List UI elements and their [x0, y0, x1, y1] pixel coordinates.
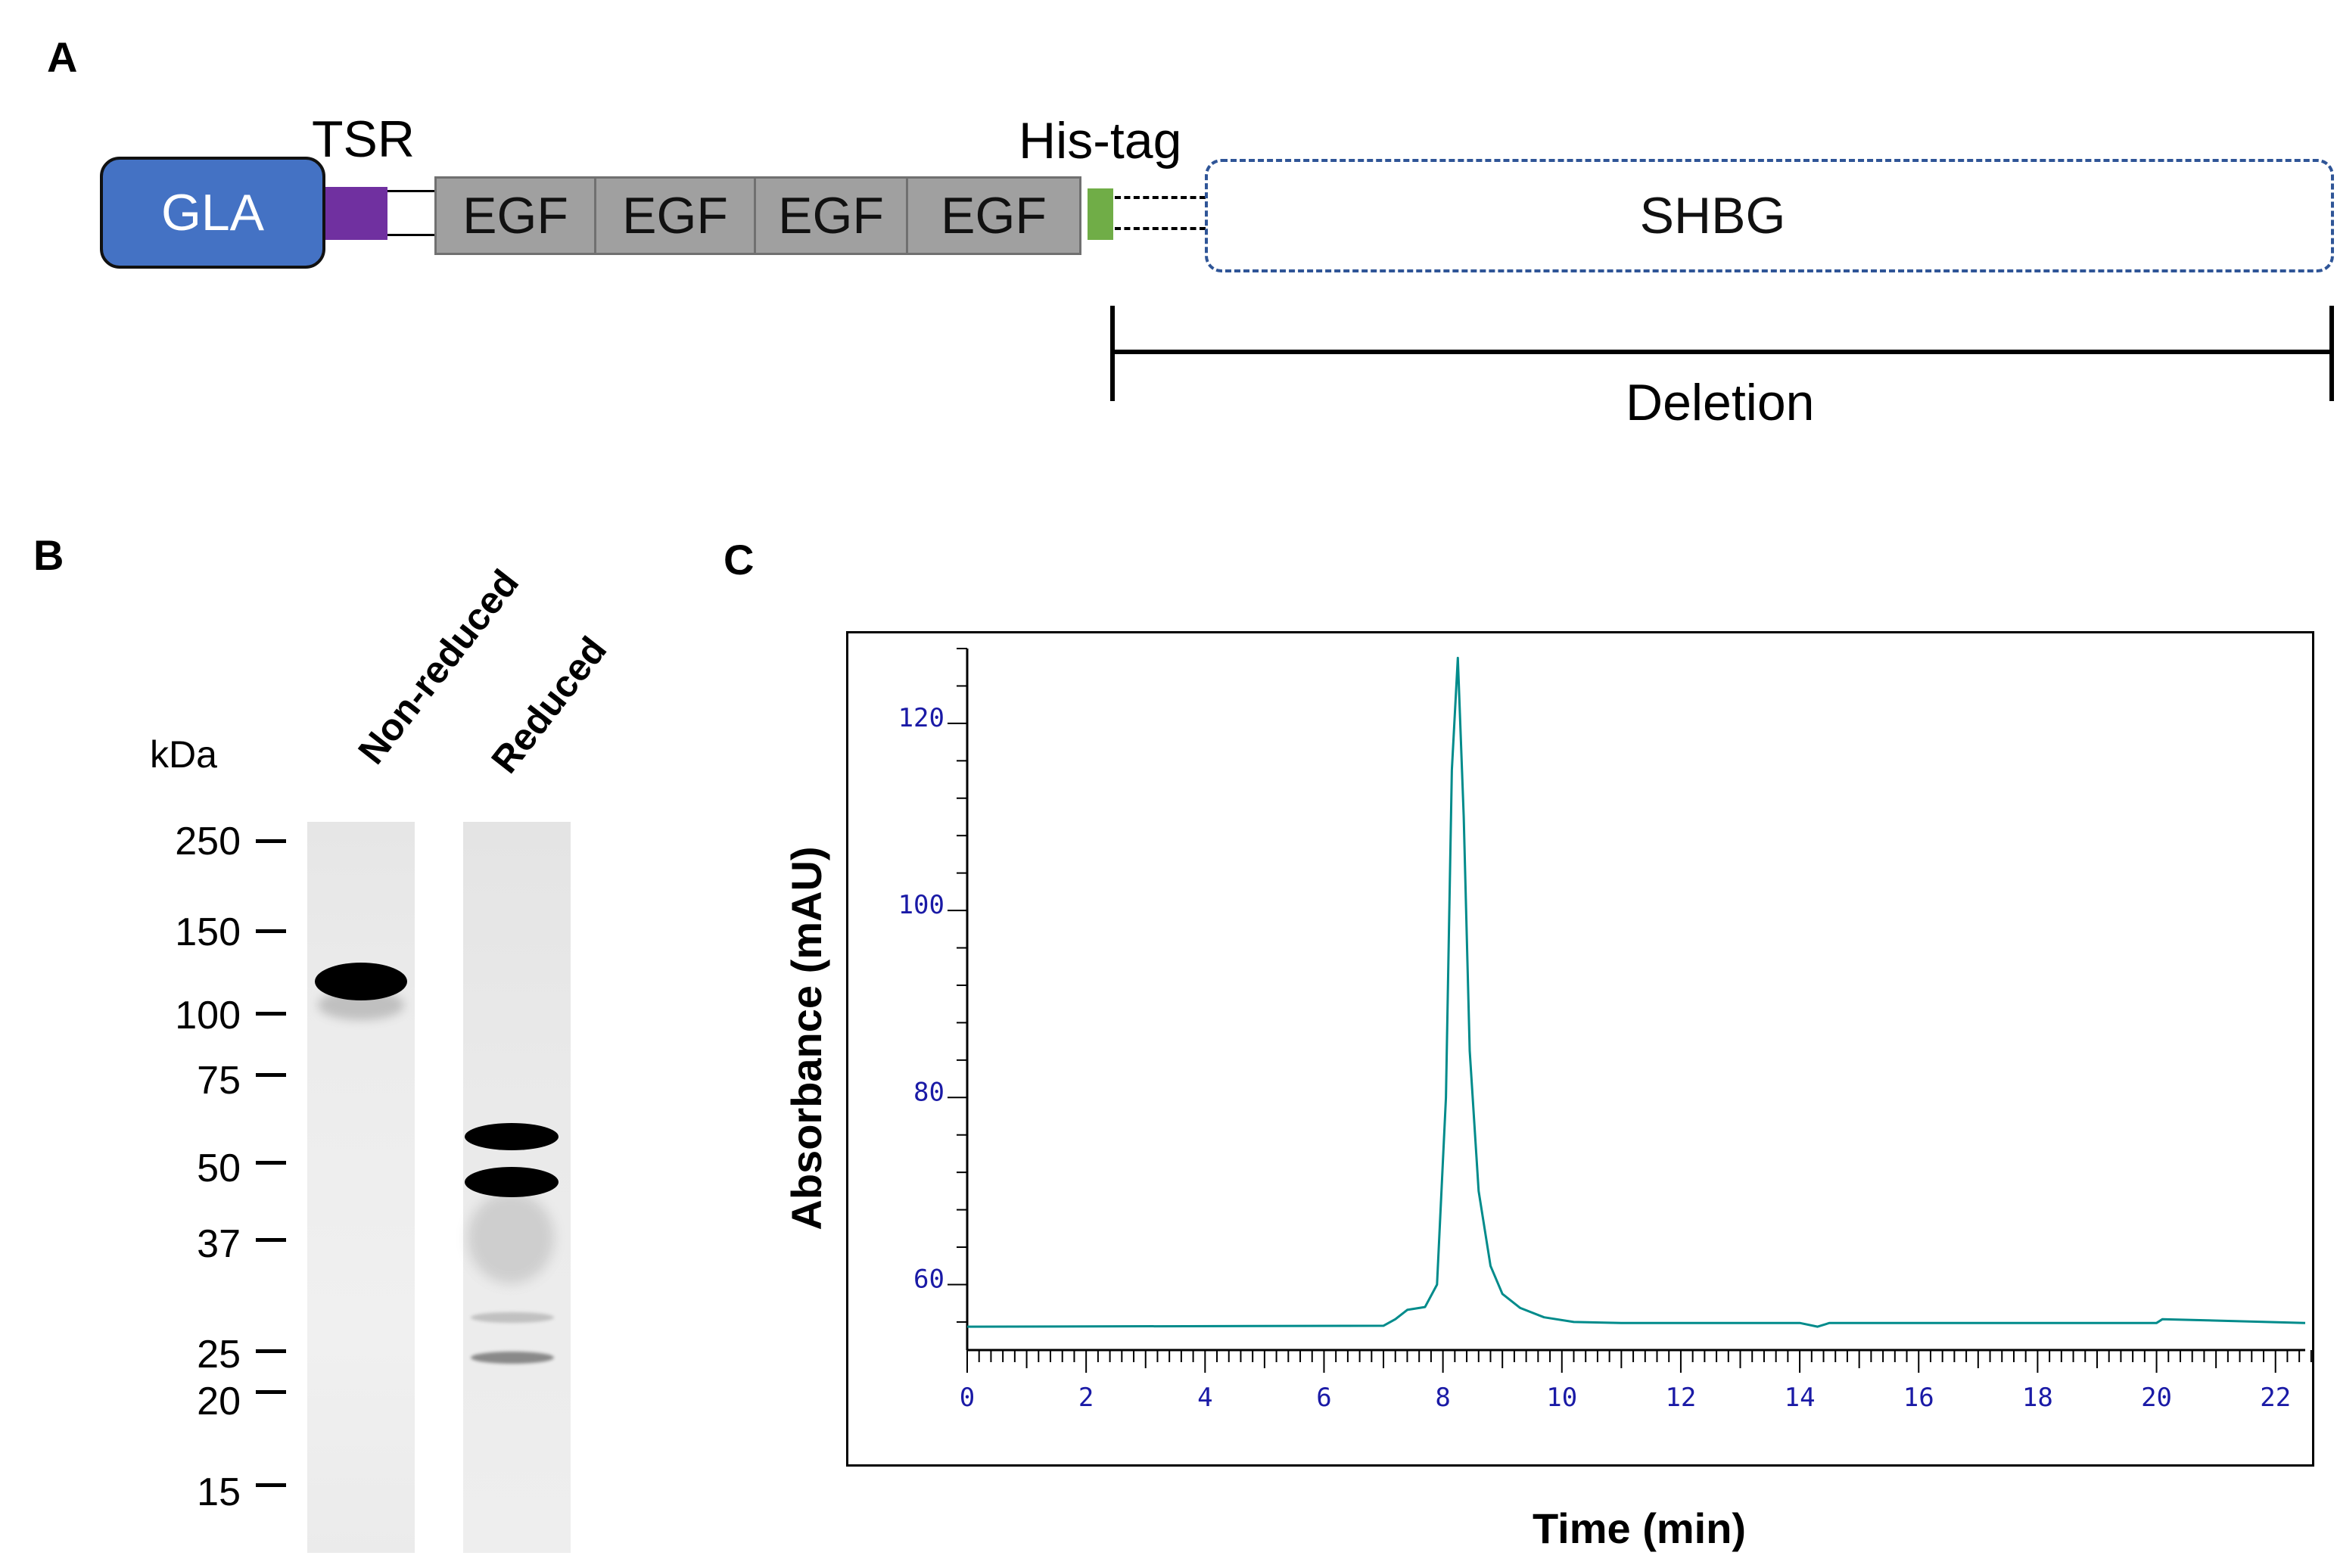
y-tick-label: 100	[898, 890, 944, 920]
dashed-connector-bottom	[1115, 227, 1206, 230]
x-tick-label: 2	[1078, 1383, 1094, 1413]
egf-domain-2: EGF	[594, 176, 756, 255]
x-tick-label: 6	[1316, 1383, 1331, 1413]
gel-band-smear	[468, 1193, 554, 1283]
series-line	[966, 656, 2306, 1328]
x-tick-label: 20	[2141, 1383, 2172, 1413]
mw-label: 20	[197, 1380, 241, 1423]
x-tick-label: 14	[1785, 1383, 1816, 1413]
y-tick-label: 80	[913, 1077, 944, 1107]
gel-band	[315, 963, 407, 1000]
egf-label: EGF	[622, 187, 728, 244]
x-tick-label: 16	[1903, 1383, 1934, 1413]
domain-diagram: GLA TSR EGF EGF EGF EGF His-tag SHBG Del…	[0, 0, 2337, 454]
dashed-connector-top	[1115, 196, 1206, 199]
tsr-domain	[325, 187, 387, 240]
y-tick-label: 60	[913, 1264, 944, 1294]
gel-band-faint	[471, 1312, 554, 1323]
x-tick-label: 0	[960, 1383, 975, 1413]
mw-label: 15	[197, 1470, 241, 1514]
egf-domain-3: EGF	[754, 176, 908, 255]
gel-band	[465, 1167, 559, 1197]
mw-label: 100	[175, 994, 241, 1038]
chart-series	[966, 656, 2306, 1328]
mw-tick	[256, 839, 286, 843]
linker-top	[387, 190, 436, 192]
gla-domain: GLA	[100, 157, 325, 269]
mw-label: 50	[197, 1146, 241, 1190]
y-tick-label: 120	[898, 703, 944, 733]
gel-lane-non-reduced	[307, 822, 415, 1553]
mw-label: 75	[197, 1059, 241, 1103]
gel-band-smear	[318, 990, 404, 1020]
y-axis-title: Absorbance (mAU)	[783, 846, 830, 1230]
gla-label: GLA	[160, 184, 265, 241]
gel-lane-reduced	[463, 822, 571, 1553]
deletion-bracket-right	[2329, 306, 2334, 401]
x-tick-label: 18	[2022, 1383, 2053, 1413]
kda-unit-label: kDa	[150, 733, 217, 776]
egf-domain-4: EGF	[906, 176, 1081, 255]
x-tick-label: 8	[1435, 1383, 1450, 1413]
mw-label: 250	[175, 820, 241, 863]
shbg-label: SHBG	[1639, 187, 1786, 244]
his-tag-label: His-tag	[1019, 112, 1182, 170]
deletion-bracket-left	[1110, 306, 1115, 401]
linker-bottom	[387, 234, 436, 236]
mw-tick	[256, 929, 286, 933]
mw-label: 25	[197, 1333, 241, 1377]
mw-tick	[256, 1161, 286, 1165]
egf-label: EGF	[462, 187, 568, 244]
mw-label: 37	[197, 1222, 241, 1266]
mw-tick	[256, 1390, 286, 1394]
his-tag-domain	[1088, 188, 1113, 240]
egf-domain-1: EGF	[434, 176, 596, 255]
panel-b-letter: B	[33, 531, 64, 579]
egf-label: EGF	[941, 187, 1047, 244]
gel-panel: kDa Non-reduced Reduced 250 150 100 75 5…	[0, 530, 681, 1568]
tsr-label: TSR	[312, 110, 415, 168]
mw-label: 150	[175, 910, 241, 954]
shbg-domain: SHBG	[1205, 159, 2334, 272]
egf-label: EGF	[778, 187, 884, 244]
gel-band-faint	[471, 1352, 554, 1364]
mw-tick	[256, 1483, 286, 1487]
mw-tick	[256, 1012, 286, 1016]
chart-ticks	[948, 648, 2312, 1373]
x-tick-label: 10	[1546, 1383, 1577, 1413]
deletion-label: Deletion	[1626, 374, 1815, 431]
chart-axes	[966, 649, 2305, 1352]
panel-c-letter: C	[724, 536, 755, 583]
chart-tick-labels: 0 2 4 6 8 10 12 14 16 18 20 22 60 80 100 120	[898, 703, 2292, 1413]
deletion-bracket-line	[1112, 350, 2332, 354]
chromatogram-frame	[846, 631, 2314, 1467]
mw-tick	[256, 1238, 286, 1242]
x-tick-label: 12	[1665, 1383, 1696, 1413]
x-tick-label: 4	[1197, 1383, 1212, 1413]
x-axis-title: Time (min)	[1532, 1504, 1747, 1552]
mw-tick	[256, 1073, 286, 1077]
panel-a-letter: A	[47, 33, 78, 81]
gel-band	[465, 1123, 559, 1150]
x-tick-label: 22	[2260, 1383, 2291, 1413]
mw-tick	[256, 1349, 286, 1353]
